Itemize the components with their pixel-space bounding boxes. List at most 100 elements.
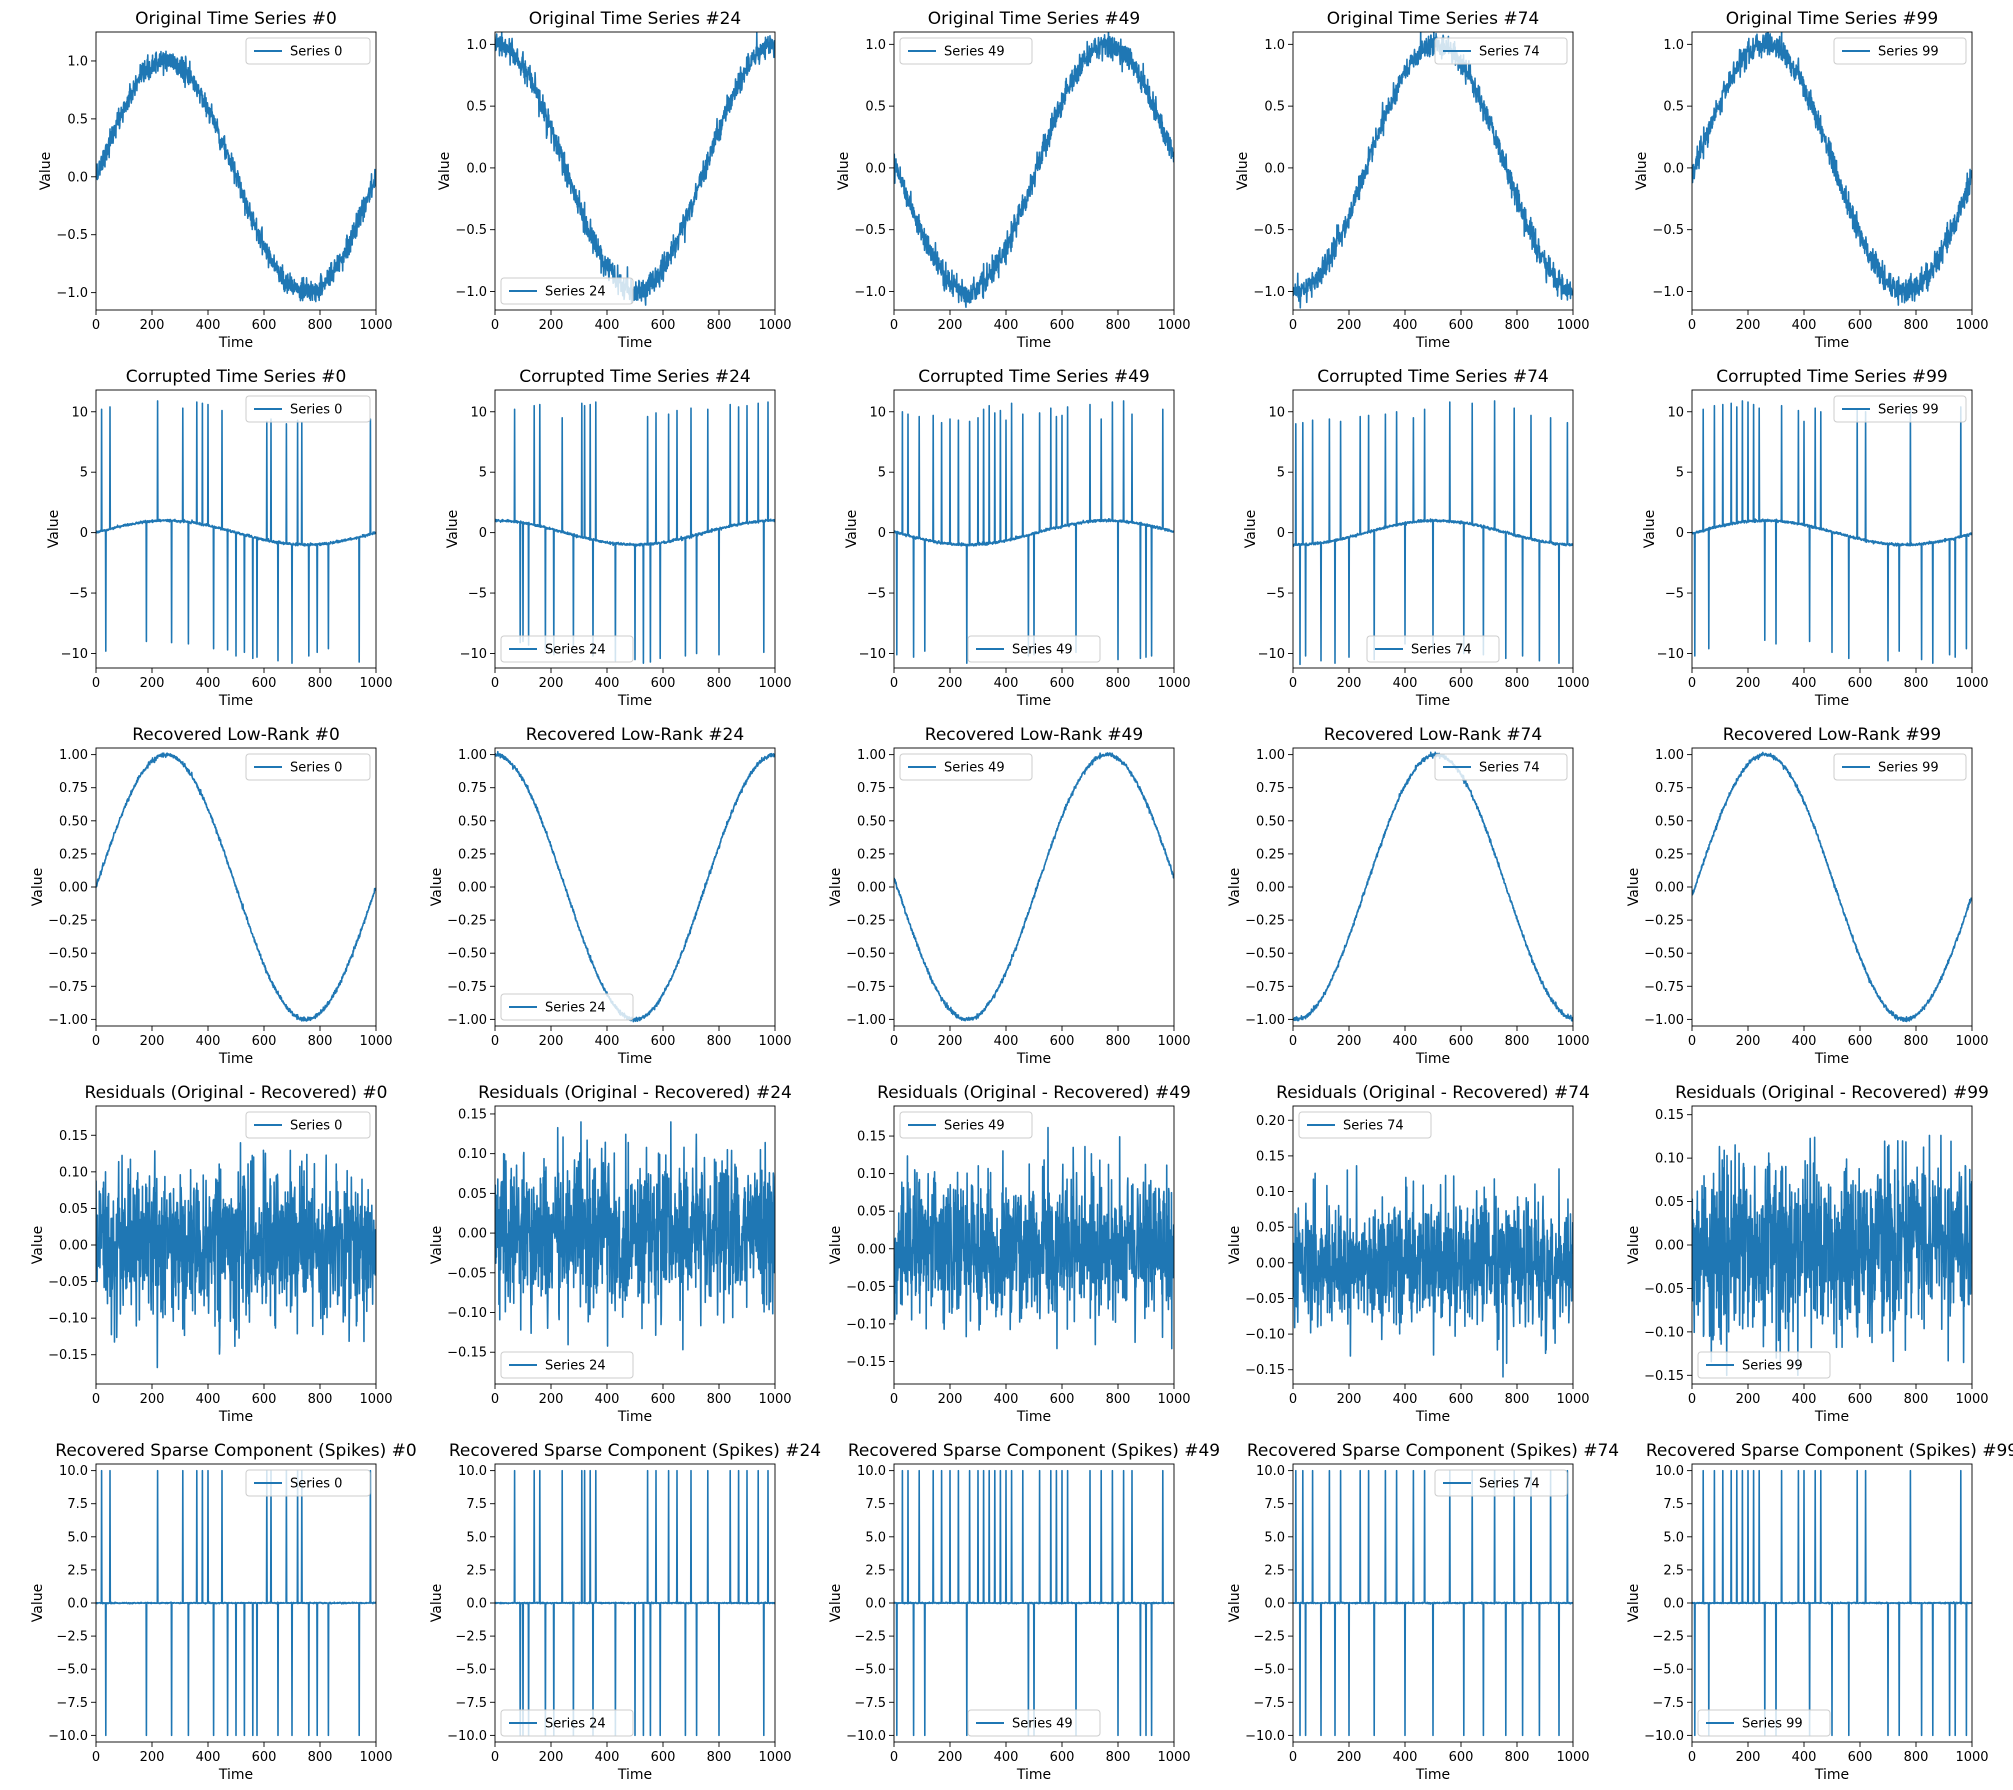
- y-axis-label: Value: [844, 510, 860, 548]
- y-tick-label: 0.50: [1655, 814, 1684, 829]
- x-axis-label: Time: [617, 1767, 652, 1783]
- legend: Series 24: [500, 635, 634, 663]
- y-tick-label: −0.5: [854, 223, 886, 238]
- x-tick-label: 400: [196, 676, 221, 691]
- x-tick-label: 600: [1449, 318, 1474, 333]
- subplot-2: Original Time Series #49 0 200 400 600 800 100…: [836, 9, 1191, 351]
- legend-label: Series 99: [1878, 403, 1939, 418]
- y-tick-label: 0.00: [1256, 881, 1285, 896]
- x-tick-label: 200: [938, 1392, 963, 1407]
- legend-box: [245, 37, 371, 65]
- series-line-series-74: [1293, 400, 1573, 666]
- y-tick-label: 0.00: [857, 1242, 886, 1257]
- y-tick-label: 5: [479, 466, 487, 481]
- y-tick-label: 5.0: [466, 1530, 487, 1545]
- y-tick-label: 0.10: [458, 1147, 487, 1162]
- x-tick-label: 1000: [1157, 1034, 1190, 1049]
- x-tick-label: 800: [308, 1750, 333, 1765]
- y-tick-label: −1.00: [447, 1013, 487, 1028]
- y-tick-label: −1.0: [455, 285, 487, 300]
- x-tick-label: 400: [994, 1392, 1019, 1407]
- x-axis-label: Time: [1415, 693, 1450, 709]
- y-tick-label: 0.25: [1256, 847, 1285, 862]
- legend: Series 0: [245, 1111, 371, 1139]
- x-tick-label: 200: [539, 318, 564, 333]
- x-tick-label: 0: [1688, 1034, 1696, 1049]
- subplot-11: Recovered Low-Rank #24 0 200 400 600 800 1000 −…: [429, 725, 792, 1067]
- legend: Series 24: [500, 993, 634, 1021]
- legend-box: [1697, 1709, 1831, 1737]
- axes-frame: [1292, 747, 1574, 1027]
- y-tick-label: 7.5: [1264, 1497, 1285, 1512]
- y-tick-label: 0.10: [857, 1167, 886, 1182]
- legend-box: [899, 753, 1033, 781]
- y-tick-label: −1.0: [56, 286, 88, 301]
- x-tick-label: 800: [308, 318, 333, 333]
- x-tick-label: 0: [890, 676, 898, 691]
- x-tick-label: 200: [1337, 1392, 1362, 1407]
- y-tick-label: 10: [1268, 405, 1285, 420]
- y-axis-label: Value: [30, 868, 46, 906]
- panel-title: Recovered Low-Rank #0: [132, 725, 340, 745]
- y-tick-label: 5: [1277, 466, 1285, 481]
- y-tick-label: 0.5: [67, 112, 88, 127]
- x-tick-label: 0: [890, 1750, 898, 1765]
- y-tick-label: −0.50: [447, 947, 487, 962]
- legend-box: [1833, 753, 1967, 781]
- x-axis-label: Time: [1415, 1767, 1450, 1783]
- x-axis-label: Time: [218, 335, 253, 351]
- legend: Series 49: [899, 753, 1033, 781]
- y-tick-label: 0.75: [1655, 781, 1684, 796]
- y-tick-label: 0: [80, 526, 88, 541]
- x-tick-label: 400: [1792, 1750, 1817, 1765]
- y-tick-label: 2.5: [1663, 1563, 1684, 1578]
- y-tick-label: 0.00: [857, 881, 886, 896]
- y-tick-label: −10.0: [1644, 1729, 1684, 1744]
- y-axis-label: Value: [1227, 1226, 1243, 1264]
- y-tick-label: 0.20: [1256, 1114, 1285, 1129]
- series-line-series-24: [495, 1469, 775, 1737]
- x-tick-label: 800: [707, 676, 732, 691]
- axes-frame: [1292, 1105, 1574, 1385]
- x-tick-label: 600: [1449, 1034, 1474, 1049]
- x-tick-label: 400: [595, 1034, 620, 1049]
- y-tick-label: 0.50: [1256, 814, 1285, 829]
- y-tick-label: 0.25: [458, 847, 487, 862]
- y-tick-label: 1.00: [458, 748, 487, 763]
- legend-box: [500, 1351, 634, 1379]
- legend: Series 0: [245, 1469, 371, 1497]
- x-tick-label: 600: [1050, 1392, 1075, 1407]
- subplot-6: Corrupted Time Series #24 0 200 400 600 800 10…: [445, 367, 792, 709]
- y-tick-label: −1.00: [1644, 1013, 1684, 1028]
- x-tick-label: 400: [1792, 676, 1817, 691]
- y-tick-label: 0: [1277, 526, 1285, 541]
- legend-label: Series 74: [1479, 761, 1540, 776]
- panel-title: Original Time Series #49: [928, 9, 1141, 29]
- y-tick-label: −2.5: [854, 1630, 886, 1645]
- x-tick-label: 200: [1736, 676, 1761, 691]
- y-tick-label: −5.0: [854, 1663, 886, 1678]
- x-axis-label: Time: [1016, 693, 1051, 709]
- y-tick-label: −0.50: [1644, 947, 1684, 962]
- legend-label: Series 99: [1742, 1717, 1803, 1732]
- y-tick-label: 0.50: [458, 814, 487, 829]
- x-tick-label: 600: [651, 1392, 676, 1407]
- series-line-series-0: [96, 752, 376, 1022]
- x-tick-label: 400: [595, 1750, 620, 1765]
- x-tick-label: 1000: [1955, 1392, 1988, 1407]
- x-axis-label: Time: [1415, 335, 1450, 351]
- y-tick-label: −10.0: [846, 1729, 886, 1744]
- y-tick-label: −0.15: [447, 1346, 487, 1361]
- legend-box: [1366, 635, 1500, 663]
- y-tick-label: 0.5: [1264, 100, 1285, 115]
- y-tick-label: −0.5: [56, 228, 88, 243]
- legend: Series 99: [1833, 395, 1967, 423]
- x-tick-label: 800: [1904, 676, 1929, 691]
- y-tick-label: −7.5: [455, 1696, 487, 1711]
- x-tick-label: 400: [1393, 676, 1418, 691]
- panel-title: Recovered Low-Rank #49: [925, 725, 1143, 745]
- y-tick-label: −0.10: [1245, 1328, 1285, 1343]
- y-tick-label: 1.00: [1256, 748, 1285, 763]
- x-tick-label: 800: [1904, 1750, 1929, 1765]
- x-axis-label: Time: [218, 1409, 253, 1425]
